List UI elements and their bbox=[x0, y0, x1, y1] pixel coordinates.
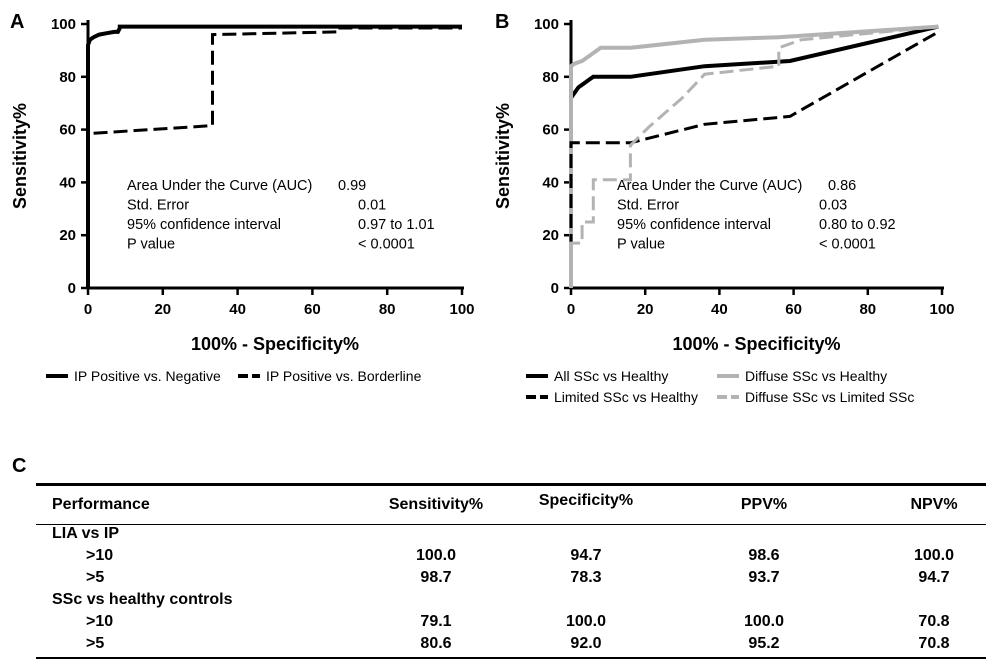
roc-curve bbox=[86, 26, 462, 288]
x-tick-label: 20 bbox=[637, 301, 654, 318]
cell-npv: 70.8 bbox=[918, 613, 950, 630]
row-label: >5 bbox=[86, 635, 105, 652]
y-tick-label: 0 bbox=[68, 280, 76, 297]
cell-specificity: 100.0 bbox=[565, 613, 607, 630]
y-tick-label: 100 bbox=[534, 16, 559, 33]
group-title-row: SSc vs healthy controls bbox=[36, 591, 986, 613]
y-tick-label: 100 bbox=[51, 16, 76, 33]
cell-ppv: 100.0 bbox=[743, 613, 785, 630]
legend-label: IP Positive vs. Negative bbox=[74, 368, 221, 384]
row-label: >10 bbox=[86, 613, 114, 630]
stat-label: Area Under the Curve (AUC) bbox=[617, 178, 802, 194]
y-tick-label: 0 bbox=[551, 280, 559, 297]
panel-label: B bbox=[495, 11, 509, 33]
x-tick-label: 100 bbox=[449, 301, 474, 318]
stat-label: 95% confidence interval bbox=[127, 217, 281, 233]
stat-value: 0.99 bbox=[338, 178, 366, 194]
x-tick-label: 0 bbox=[567, 301, 575, 318]
roc-curve bbox=[569, 24, 939, 288]
stat-value: < 0.0001 bbox=[358, 237, 415, 253]
x-axis-label: 100% - Specificity% bbox=[191, 334, 359, 354]
panel-label: A bbox=[10, 11, 24, 33]
y-tick-label: 20 bbox=[542, 227, 559, 244]
stat-label: P value bbox=[617, 237, 665, 253]
stat-label: Area Under the Curve (AUC) bbox=[127, 178, 312, 194]
table-top-rule bbox=[36, 483, 986, 486]
roc-curve bbox=[569, 25, 939, 288]
legend-label: All SSc vs Healthy bbox=[554, 368, 668, 384]
stat-value: 0.01 bbox=[358, 198, 386, 214]
stat-value: < 0.0001 bbox=[819, 237, 876, 253]
cell-sensitivity: 98.7 bbox=[420, 569, 452, 586]
stat-label: Std. Error bbox=[617, 198, 679, 214]
stat-label: 95% confidence interval bbox=[617, 217, 771, 233]
cell-npv: 100.0 bbox=[913, 547, 955, 564]
row-label: >5 bbox=[86, 569, 105, 586]
cell-ppv: 95.2 bbox=[748, 635, 780, 652]
group-title: LIA vs IP bbox=[52, 525, 119, 542]
x-tick-label: 80 bbox=[379, 301, 396, 318]
table-header-row: Performance Sensitivity% Specificity% PP… bbox=[36, 486, 986, 522]
y-tick-label: 60 bbox=[542, 122, 559, 139]
x-tick-label: 40 bbox=[229, 301, 246, 318]
roc-panel-a: A 0 20 40 60 80 100 0 20 40 60 80 100 Sensitivity% 100… bbox=[10, 11, 475, 384]
table-row: >10 79.1 100.0 100.0 70.8 bbox=[36, 613, 986, 635]
x-tick-label: 100 bbox=[929, 301, 954, 318]
roc-curve bbox=[569, 24, 939, 288]
panel-c-label: C bbox=[12, 455, 27, 477]
cell-ppv: 93.7 bbox=[748, 569, 780, 586]
x-tick-label: 20 bbox=[154, 301, 171, 318]
legend-label: Diffuse SSc vs Healthy bbox=[745, 368, 887, 384]
x-tick-label: 80 bbox=[859, 301, 876, 318]
stat-value: 0.80 to 0.92 bbox=[819, 217, 896, 233]
cell-sensitivity: 80.6 bbox=[420, 635, 452, 652]
stat-label: Std. Error bbox=[127, 198, 189, 214]
cell-npv: 94.7 bbox=[918, 569, 950, 586]
row-label: >10 bbox=[86, 547, 114, 564]
y-tick-label: 40 bbox=[59, 174, 76, 191]
y-tick-label: 80 bbox=[59, 69, 76, 86]
header-npv: NPV% bbox=[910, 496, 958, 513]
performance-table: Performance Sensitivity% Specificity% PP… bbox=[36, 483, 986, 659]
header-sensitivity: Sensitivity% bbox=[388, 496, 484, 513]
y-tick-label: 40 bbox=[542, 174, 559, 191]
table-row: >10 100.0 94.7 98.6 100.0 bbox=[36, 547, 986, 569]
y-tick-label: 60 bbox=[59, 122, 76, 139]
x-tick-label: 0 bbox=[84, 301, 92, 318]
legend-label: Diffuse SSc vs Limited SSc bbox=[745, 389, 914, 405]
roc-curve bbox=[569, 30, 940, 288]
table-header-rule bbox=[36, 524, 986, 525]
x-tick-label: 60 bbox=[304, 301, 321, 318]
legend-label: IP Positive vs. Borderline bbox=[266, 368, 422, 384]
stat-value: 0.97 to 1.01 bbox=[358, 217, 435, 233]
cell-ppv: 98.6 bbox=[748, 547, 780, 564]
legend-label: Limited SSc vs Healthy bbox=[554, 389, 698, 405]
stat-label: P value bbox=[127, 237, 175, 253]
x-axis-label: 100% - Specificity% bbox=[672, 334, 840, 354]
x-tick-label: 60 bbox=[785, 301, 802, 318]
y-axis-label: Sensitivity% bbox=[493, 103, 513, 209]
header-specificity: Specificity% bbox=[538, 492, 634, 509]
y-axis-label: Sensitivity% bbox=[10, 103, 30, 209]
header-performance: Performance bbox=[52, 496, 150, 513]
cell-specificity: 94.7 bbox=[570, 547, 602, 564]
roc-curve bbox=[86, 24, 462, 288]
cell-npv: 70.8 bbox=[918, 635, 950, 652]
roc-figure: A 0 20 40 60 80 100 0 20 40 60 80 100 Sensitivity% 100… bbox=[10, 11, 955, 405]
cell-sensitivity: 100.0 bbox=[415, 547, 457, 564]
y-tick-label: 80 bbox=[542, 69, 559, 86]
x-tick-label: 40 bbox=[711, 301, 728, 318]
cell-sensitivity: 79.1 bbox=[420, 613, 452, 630]
group-title: SSc vs healthy controls bbox=[52, 591, 233, 608]
cell-specificity: 78.3 bbox=[570, 569, 602, 586]
table-row: >5 98.7 78.3 93.7 94.7 bbox=[36, 569, 986, 591]
cell-specificity: 92.0 bbox=[570, 635, 602, 652]
stat-value: 0.86 bbox=[828, 178, 856, 194]
roc-panel-b: B 0 20 40 60 80 100 0 20 40 60 80 100 Sensitivity% 100… bbox=[493, 11, 955, 405]
stat-value: 0.03 bbox=[819, 198, 847, 214]
y-tick-label: 20 bbox=[59, 227, 76, 244]
header-ppv: PPV% bbox=[740, 496, 788, 513]
group-title-row: LIA vs IP bbox=[36, 525, 986, 547]
table-row: >5 80.6 92.0 95.2 70.8 bbox=[36, 635, 986, 657]
